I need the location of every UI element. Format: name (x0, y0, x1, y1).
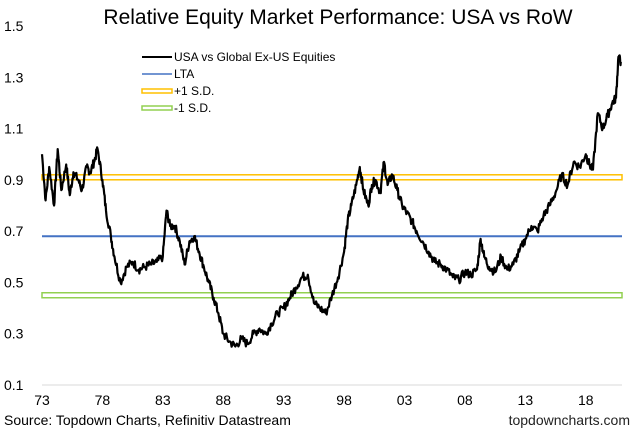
legend-item: +1 S.D. (141, 84, 214, 98)
reference-lines (41, 174, 623, 299)
x-tick-label: 08 (457, 392, 473, 408)
x-tick-label: 88 (215, 392, 231, 408)
y-tick-label: 0.9 (4, 172, 24, 188)
x-tick-label: 03 (397, 392, 413, 408)
legend-swatch (141, 88, 173, 94)
plus-1sd-line (41, 174, 623, 181)
x-tick-label: 83 (155, 392, 171, 408)
series-lines (40, 54, 622, 348)
legend: USA vs Global Ex-US Equities LTA +1 S.D. -1… (141, 50, 335, 115)
y-tick-label: 1.5 (4, 18, 24, 34)
x-axis: 73 78 83 88 93 98 03 08 13 18 (34, 392, 594, 408)
y-tick-label: 1.3 (4, 69, 24, 85)
legend-label: -1 S.D. (174, 101, 211, 115)
y-axis: 1.5 1.3 1.1 0.9 0.7 0.5 0.3 0.1 (4, 18, 24, 393)
source-note: Source: Topdown Charts, Refinitiv Datast… (4, 412, 291, 428)
legend-label: LTA (174, 67, 194, 81)
legend-item: -1 S.D. (141, 101, 211, 115)
x-tick-label: 98 (336, 392, 352, 408)
legend-label: USA vs Global Ex-US Equities (174, 50, 335, 64)
x-tick-label: 73 (34, 392, 50, 408)
y-tick-label: 1.1 (4, 121, 24, 137)
usa-vs-row-line (40, 54, 622, 348)
x-tick-label: 13 (518, 392, 534, 408)
x-tick-label: 18 (578, 392, 594, 408)
legend-item: USA vs Global Ex-US Equities (142, 50, 335, 64)
y-tick-label: 0.7 (4, 223, 24, 239)
y-tick-label: 0.5 (4, 274, 24, 290)
chart-title: Relative Equity Market Performance: USA … (103, 6, 572, 29)
x-tick-label: 93 (276, 392, 292, 408)
y-tick-label: 0.1 (4, 377, 24, 393)
watermark: topdowncharts.com (509, 412, 630, 428)
x-tick-label: 78 (95, 392, 111, 408)
legend-item: LTA (142, 67, 194, 81)
y-tick-label: 0.3 (4, 326, 24, 342)
legend-label: +1 S.D. (174, 84, 214, 98)
legend-swatch (141, 105, 173, 111)
